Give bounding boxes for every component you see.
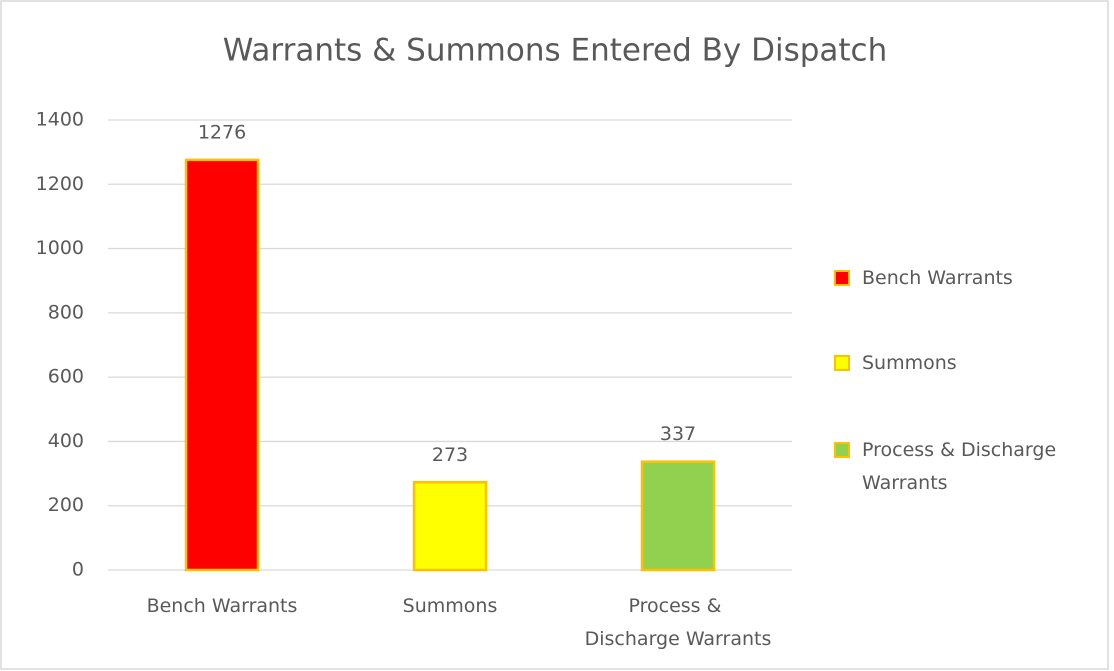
legend-label: Bench Warrants	[862, 267, 1013, 289]
data-label: 1276	[198, 121, 246, 143]
y-tick-label: 400	[48, 430, 84, 452]
legend-swatch	[834, 355, 850, 371]
y-tick-label: 800	[48, 301, 84, 323]
y-tick-label: 1200	[36, 173, 84, 195]
bar	[640, 460, 716, 572]
bar	[412, 481, 488, 572]
x-tick-label: Summons	[403, 595, 498, 617]
legend-swatch	[834, 270, 850, 286]
y-tick-label: 600	[48, 366, 84, 388]
y-tick-label: 1400	[36, 109, 84, 131]
y-tick-label: 1000	[36, 237, 84, 259]
data-label: 337	[660, 423, 696, 445]
x-tick-label: Bench Warrants	[147, 595, 298, 617]
y-tick-label: 0	[72, 559, 84, 581]
legend-label: Summons	[862, 352, 957, 374]
data-label: 273	[432, 444, 468, 466]
legend-swatch	[834, 442, 850, 458]
y-tick-label: 200	[48, 494, 84, 516]
bar	[184, 158, 260, 572]
legend-label: Process & Discharge Warrants	[862, 439, 1062, 494]
chart-title: Warrants & Summons Entered By Dispatch	[223, 33, 888, 69]
x-tick-label: Process & Discharge Warrants	[585, 595, 772, 650]
